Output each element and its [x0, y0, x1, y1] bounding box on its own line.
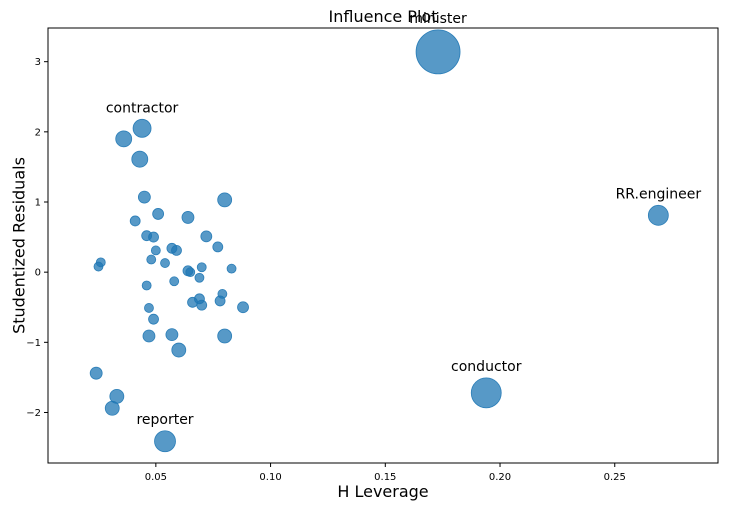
scatter-point [212, 241, 224, 253]
scatter-point [169, 276, 180, 287]
point-conductor [470, 377, 502, 409]
scatter-point [152, 208, 165, 220]
point-rr-engineer [647, 204, 669, 226]
scatter-point [200, 230, 213, 243]
scatter-point [144, 303, 154, 313]
point-minister [415, 29, 461, 75]
y-tick-label: −2 [26, 408, 41, 419]
scatter-point [129, 215, 141, 227]
x-tick-label: 0.20 [489, 472, 511, 483]
scatter-point [131, 150, 149, 168]
y-tick-label: 2 [35, 127, 41, 138]
annotation-rr-engineer: RR.engineer [616, 186, 702, 202]
scatter-point [196, 262, 207, 273]
scatter-point [148, 231, 159, 243]
scatter-point [171, 342, 187, 358]
ticks-layer: 0.05 0.10 0.15 0.20 0.25 −2 −1 0 1 2 3 [26, 57, 626, 483]
scatter-point [93, 261, 104, 272]
annotation-minister: minister [409, 11, 467, 27]
scatter-point [142, 329, 156, 343]
scatter-point [146, 254, 157, 265]
scatter-point [115, 130, 133, 148]
scatter-point [185, 267, 196, 278]
point-contractor [132, 118, 152, 138]
scatter-point [137, 190, 151, 204]
scatter-point [237, 301, 249, 314]
plot-area-frame [47, 27, 719, 464]
annotations-layer: minister contractor RR.engineer conductor re… [106, 11, 702, 428]
annotation-contractor: contractor [106, 100, 179, 116]
x-axis-title: H Leverage [337, 482, 428, 501]
scatter-point [148, 313, 159, 325]
y-axis-title: Studentized Residuals [10, 157, 29, 334]
point-reporter [154, 430, 176, 453]
scatter-point [196, 299, 208, 311]
x-tick-label: 0.15 [374, 472, 396, 483]
points-layer [89, 29, 669, 453]
scatter-point [214, 295, 226, 307]
scatter-point [181, 211, 195, 224]
scatter-point [226, 263, 237, 274]
scatter-point [171, 245, 182, 256]
x-tick-label: 0.25 [604, 472, 626, 483]
annotation-reporter: reporter [136, 412, 193, 428]
scatter-point [165, 328, 179, 342]
y-tick-label: −1 [26, 338, 41, 349]
scatter-point [89, 366, 103, 380]
scatter-point [217, 192, 233, 208]
scatter-point [141, 280, 152, 291]
y-tick-label: 1 [35, 198, 41, 209]
scatter-point [150, 245, 161, 256]
scatter-point [217, 328, 233, 344]
y-tick-label: 0 [35, 268, 41, 279]
x-tick-label: 0.10 [259, 472, 281, 483]
scatter-point [194, 272, 205, 283]
x-tick-label: 0.05 [145, 472, 167, 483]
scatter-point [160, 258, 170, 268]
y-tick-label: 3 [35, 57, 41, 68]
scatter-point [104, 400, 120, 416]
annotation-conductor: conductor [451, 359, 522, 375]
chart-title: Influence Plot [329, 7, 438, 26]
scatter-point [187, 296, 198, 308]
